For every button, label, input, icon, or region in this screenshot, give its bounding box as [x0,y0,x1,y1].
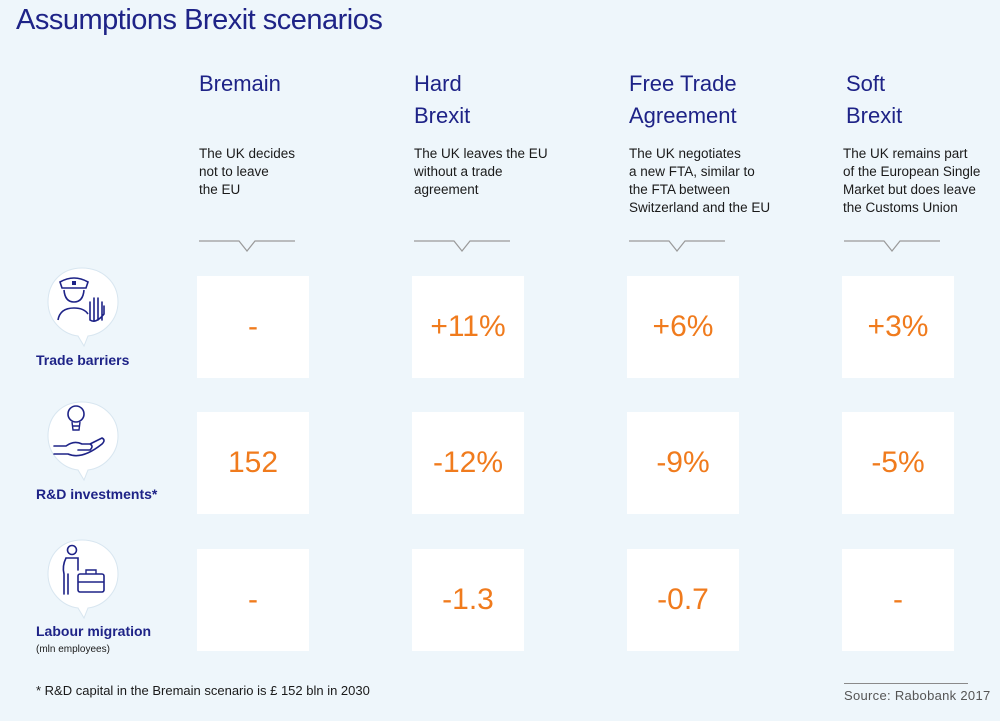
value-cell-rd-soft-brexit: -5% [842,412,954,514]
column-header-line: Bremain [199,71,281,96]
value-cell-rd-hard-brexit: -12% [412,412,524,514]
source-note: Source: Rabobank 2017 [844,688,991,703]
description-line: agreement [414,182,479,197]
description-line: a new FTA, similar to [629,164,755,179]
column-header-line: Brexit [846,103,903,128]
police-officer-stop-hand-icon [47,267,119,348]
row-sublabel-mln-employees: (mln employees) [36,644,110,655]
column-header-soft-brexit: Soft Brexit [846,68,1000,132]
value-cell-trade-barriers-bremain: - [197,276,309,378]
pointer-divider [629,240,725,252]
value-cell-labour-fta: -0.7 [627,549,739,651]
description-line: The UK leaves the EU [414,146,548,161]
column-header-line: Free Trade [629,71,737,96]
value-cell-trade-barriers-soft-brexit: +3% [842,276,954,378]
pointer-divider [199,240,295,252]
value-cell-rd-fta: -9% [627,412,739,514]
value-cell-trade-barriers-fta: +6% [627,276,739,378]
value-cell-labour-soft-brexit: - [842,549,954,651]
description-line: Market but does leave [843,182,976,197]
column-description-bremain: The UK decides not to leave the EU [199,145,399,199]
column-description-free-trade-agreement: The UK negotiates a new FTA, similar to … [629,145,829,217]
description-line: the EU [199,182,241,197]
value-cell-trade-barriers-hard-brexit: +11% [412,276,524,378]
description-line: The UK decides [199,146,296,161]
page-title: Assumptions Brexit scenarios [16,4,383,36]
column-header-hard-brexit: Hard Brexit [414,68,604,132]
row-label-rd-investments: R&D investments* [36,486,158,502]
description-line: Switzerland and the EU [629,200,771,215]
description-line: The UK remains part [843,146,968,161]
row-label-labour-migration: Labour migration [36,623,152,639]
column-description-soft-brexit: The UK remains part of the European Sing… [843,145,1000,217]
column-description-hard-brexit: The UK leaves the EU without a trade agr… [414,145,614,199]
source-divider [844,683,968,684]
pointer-divider [414,240,510,252]
description-line: of the European Single [843,164,981,179]
value-cell-labour-bremain: - [197,549,309,651]
description-line: the Customs Union [843,200,958,215]
value-cell-labour-hard-brexit: -1.3 [412,549,524,651]
column-header-free-trade-agreement: Free Trade Agreement [629,68,819,132]
column-header-bremain: Bremain [199,68,389,100]
pointer-divider [844,240,940,252]
row-label-trade-barriers: Trade barriers [36,352,130,368]
column-header-line: Brexit [414,103,471,128]
lightbulb-hand-icon [47,401,119,482]
column-header-line: Agreement [629,103,737,128]
description-line: the FTA between [629,182,731,197]
description-line: The UK negotiates [629,146,741,161]
column-header-line: Hard [414,71,462,96]
footnote: * R&D capital in the Bremain scenario is… [36,683,370,698]
column-header-line: Soft [846,71,886,96]
description-line: without a trade [414,164,503,179]
value-cell-rd-bremain: 152 [197,412,309,514]
person-suitcase-icon [47,539,119,620]
description-line: not to leave [199,164,269,179]
